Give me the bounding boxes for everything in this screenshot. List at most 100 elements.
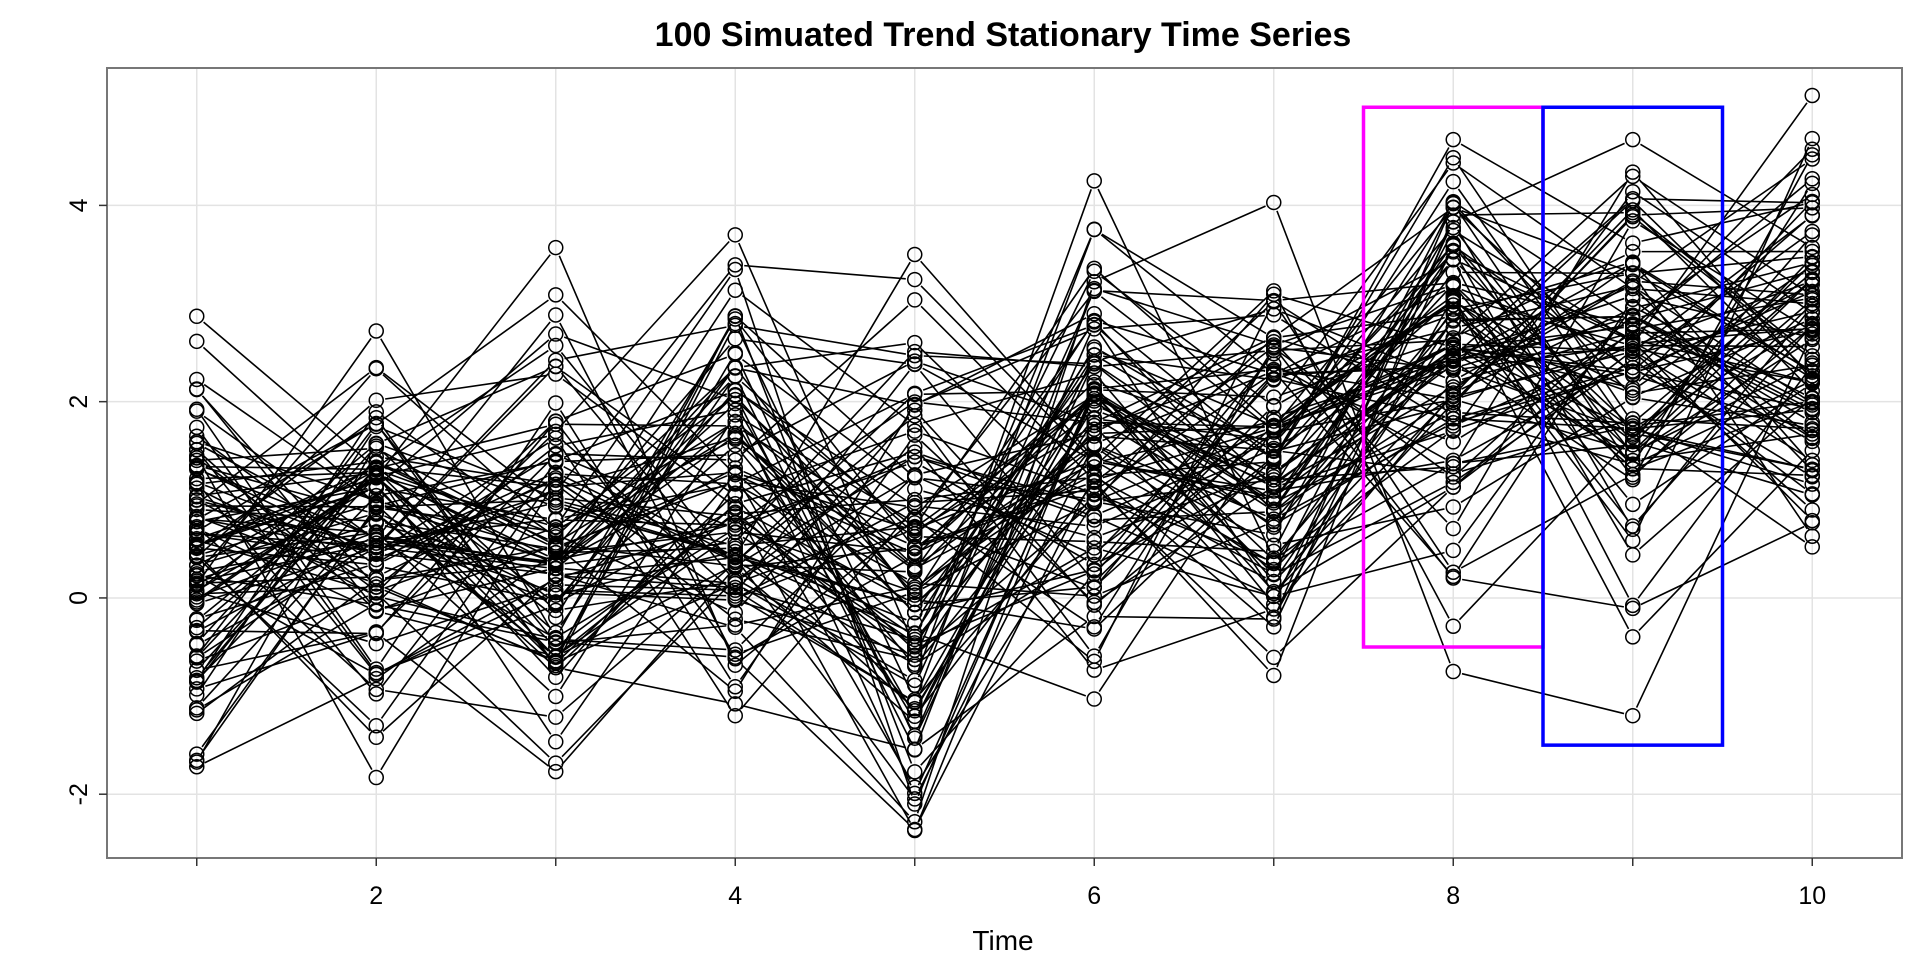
series-line-segment [205,448,368,461]
series-line-segment [200,463,373,771]
series-line-segment [1101,450,1267,566]
data-point [1804,404,1820,421]
series-line-segment [918,412,1091,704]
series-line-segment [560,427,731,648]
data-point [1804,271,1820,287]
data-point [907,292,923,308]
data-point [1445,474,1461,491]
series-line-segment [384,425,548,468]
data-point [1804,318,1820,335]
data-point [548,594,564,610]
data-point [727,558,743,574]
data-point [1445,251,1461,267]
data-point [1804,290,1820,306]
data-point [368,569,384,585]
data-point [548,480,564,497]
series-line-segment [383,299,549,420]
series-line-segment [202,562,371,721]
data-point [1086,533,1102,550]
data-point [1445,150,1461,166]
data-point [1625,389,1641,405]
data-point [1445,351,1461,368]
series-line-segment [380,480,552,719]
data-point [1086,377,1102,393]
data-point [907,417,923,434]
data-point [1445,173,1461,190]
series-line-segment [738,516,912,824]
series-line-segment [1099,300,1269,498]
data-point [1086,436,1102,453]
series-line-segment [918,362,1091,627]
series-line-segment [1100,411,1268,577]
data-point [368,392,384,409]
data-point [1804,338,1820,355]
series-line-segment [201,456,372,668]
series-line-segment [742,520,908,633]
series-line-segment [384,547,548,609]
data-point [1086,495,1102,512]
data-point [548,395,564,411]
series-line-segment [919,328,1090,564]
data-point [368,595,384,612]
series-line-segment [920,348,1089,510]
data-point [1266,511,1282,527]
data-point [189,673,205,689]
data-point [189,702,205,718]
data-point [1086,574,1102,590]
data-point [1445,479,1461,495]
data-point [189,480,205,496]
data-point [1445,313,1461,329]
series-line-segment [1100,351,1268,478]
series-line-segment [561,400,730,559]
data-point [907,575,923,592]
data-point [1625,207,1641,223]
data-point [368,487,384,504]
series-line-segment [742,442,908,566]
data-point [1266,345,1282,362]
series-line-segment [738,242,912,639]
series-line-segment [204,427,369,516]
data-point [368,455,384,471]
series-line-segment [384,524,548,574]
series-line-segment [384,586,548,642]
series-line-segment [201,514,372,748]
data-point [1445,423,1461,439]
data-point [1804,283,1820,300]
series-line-segment [743,326,907,355]
data-point [189,577,205,594]
data-point [189,681,205,697]
data-point [907,518,923,535]
data-point [1086,347,1102,363]
data-point [548,326,564,342]
data-point [1625,184,1641,200]
data-point [1445,339,1461,356]
series-line-segment [922,331,1087,402]
data-point [368,416,384,432]
data-point [1445,155,1461,171]
series-line-segment [560,372,731,575]
series-line-segment [739,564,911,793]
data-point [548,602,564,619]
highlight-boxes [1361,105,1725,747]
data-point [1625,275,1641,291]
series-line-segment [382,510,550,663]
data-point [727,257,743,273]
highlight-box-2 [1541,105,1725,747]
series-line-segment [562,371,729,492]
series-line-segment [919,370,1090,576]
data-point [727,617,743,633]
data-point [907,423,923,439]
data-point [1804,467,1820,484]
series-line-segment [1102,322,1266,372]
data-point [1625,291,1641,308]
series-line-segment [380,430,552,659]
data-point [368,624,384,640]
series-line-segment [742,479,908,578]
series-line-segment [384,466,548,546]
data-point [1266,371,1282,387]
series-line-segment [1102,549,1266,595]
series-line-segment [921,399,1088,504]
series-line-segment [740,633,910,816]
data-point [368,404,384,420]
series-line-segment [563,457,728,527]
